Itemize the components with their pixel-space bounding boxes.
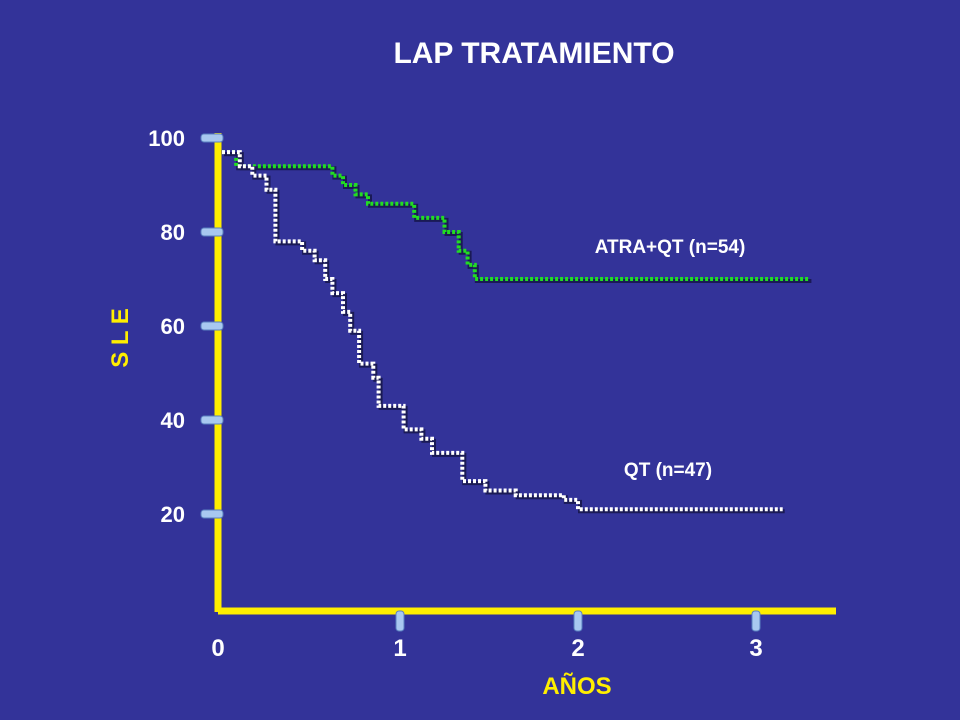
- y-tick-mark: [200, 227, 224, 237]
- series-label-atra-qt: ATRA+QT (n=54): [595, 237, 746, 258]
- x-tick-mark: [395, 610, 405, 632]
- y-axis-ticks: 20 40 60 80 100: [148, 126, 224, 527]
- x-tick-label: 0: [211, 635, 224, 662]
- x-tick-label: 3: [749, 635, 762, 662]
- x-tick-mark: [573, 610, 583, 632]
- y-tick-mark: [200, 321, 224, 331]
- atra-qt-curve-shadow: [224, 152, 812, 283]
- y-tick-label: 100: [148, 126, 185, 151]
- y-tick-mark: [200, 509, 224, 519]
- atra-qt-curve: [222, 150, 810, 281]
- chart-title: LAP TRATAMIENTO: [393, 37, 674, 70]
- qt-curve: [222, 150, 783, 512]
- y-tick-label: 80: [161, 220, 185, 245]
- x-tick-label: 2: [571, 635, 584, 662]
- survival-curves: [222, 150, 812, 514]
- y-tick-label: 60: [161, 314, 185, 339]
- series-label-qt: QT (n=47): [624, 460, 712, 481]
- x-tick-mark: [751, 610, 761, 632]
- y-tick-mark: [200, 415, 224, 425]
- y-tick-label: 40: [161, 408, 185, 433]
- qt-curve-shadow: [224, 152, 785, 514]
- x-axis-ticks: 0 1 2 3: [211, 610, 763, 662]
- y-axis-title: S L E: [107, 308, 134, 368]
- x-axis-title: AÑOS: [542, 672, 611, 700]
- x-tick-label: 1: [393, 635, 406, 662]
- y-tick-label: 20: [161, 502, 185, 527]
- y-tick-mark: [200, 133, 224, 143]
